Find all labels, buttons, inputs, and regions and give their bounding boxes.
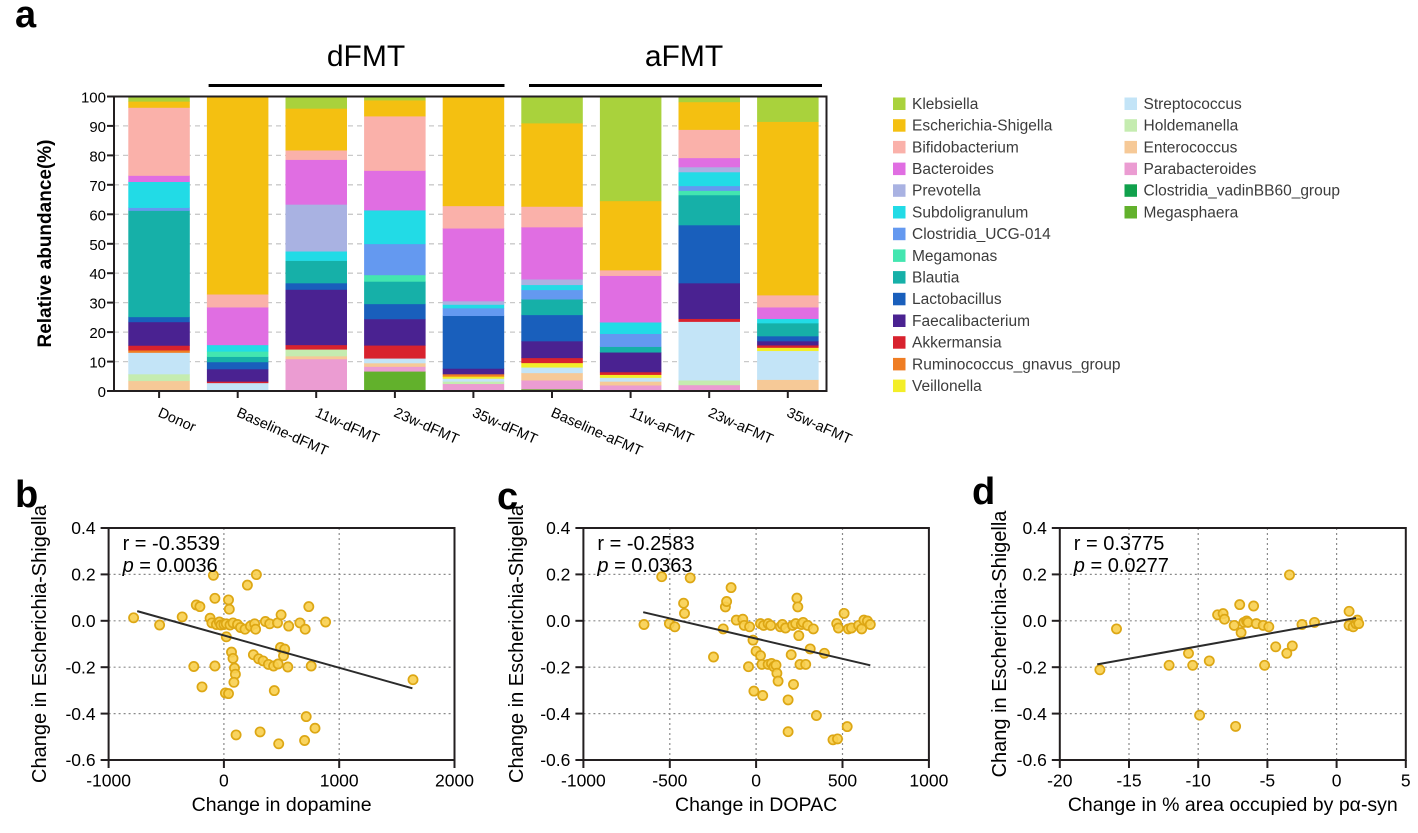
svg-text:p = 0.0277: p = 0.0277 xyxy=(1073,555,1169,577)
svg-text:Holdemanella: Holdemanella xyxy=(1144,118,1239,135)
svg-text:-0.2: -0.2 xyxy=(540,657,570,677)
svg-text:40: 40 xyxy=(89,266,106,283)
svg-text:Parabacteroides: Parabacteroides xyxy=(1144,161,1257,178)
svg-text:Change in % area occupied by p: Change in % area occupied by pα-syn xyxy=(1068,794,1398,816)
svg-text:Prevotella: Prevotella xyxy=(912,183,981,200)
svg-text:-500: -500 xyxy=(652,771,687,791)
svg-text:70: 70 xyxy=(89,178,106,195)
svg-text:p = 0.0363: p = 0.0363 xyxy=(596,555,692,577)
svg-text:r = -0.2583: r = -0.2583 xyxy=(597,533,694,555)
svg-text:-0.4: -0.4 xyxy=(1017,704,1047,724)
svg-text:r = -0.3539: r = -0.3539 xyxy=(123,533,220,555)
svg-text:Klebsiella: Klebsiella xyxy=(912,96,979,113)
svg-text:0.0: 0.0 xyxy=(546,611,571,631)
svg-text:aFMT: aFMT xyxy=(645,40,723,73)
svg-text:-20: -20 xyxy=(1047,771,1073,791)
svg-text:Megamonas: Megamonas xyxy=(912,248,998,265)
svg-text:20: 20 xyxy=(89,325,106,342)
svg-text:500: 500 xyxy=(828,771,857,791)
svg-text:b: b xyxy=(15,474,38,516)
svg-text:Veillonella: Veillonella xyxy=(912,378,982,395)
svg-text:-0.6: -0.6 xyxy=(540,750,570,770)
svg-text:Chang in Escherichia-Shigella: Chang in Escherichia-Shigella xyxy=(989,510,1011,778)
svg-text:Clostridia_vadinBB60_group: Clostridia_vadinBB60_group xyxy=(1144,183,1340,200)
svg-text:-0.2: -0.2 xyxy=(65,657,95,677)
svg-text:0: 0 xyxy=(219,771,229,791)
svg-text:-0.2: -0.2 xyxy=(1017,657,1047,677)
svg-text:90: 90 xyxy=(89,119,106,136)
svg-text:2000: 2000 xyxy=(435,771,474,791)
svg-text:Change in Escherichia-Shigella: Change in Escherichia-Shigella xyxy=(506,504,528,783)
svg-text:Akkermansia: Akkermansia xyxy=(912,335,1002,352)
svg-text:Escherichia-Shigella: Escherichia-Shigella xyxy=(912,118,1053,135)
svg-text:Faecalibacterium: Faecalibacterium xyxy=(912,313,1030,330)
svg-text:0.2: 0.2 xyxy=(71,565,95,585)
svg-text:0: 0 xyxy=(751,771,761,791)
svg-text:100: 100 xyxy=(81,90,106,107)
svg-text:0: 0 xyxy=(1332,771,1342,791)
svg-text:Relative abundance(%): Relative abundance(%) xyxy=(35,140,56,348)
svg-text:d: d xyxy=(972,471,995,513)
svg-text:5: 5 xyxy=(1401,771,1411,791)
svg-text:r = 0.3775: r = 0.3775 xyxy=(1074,533,1165,555)
svg-text:Megasphaera: Megasphaera xyxy=(1144,204,1239,221)
svg-text:0.4: 0.4 xyxy=(546,518,571,538)
svg-text:1000: 1000 xyxy=(909,771,948,791)
svg-text:Ruminococcus_gnavus_group: Ruminococcus_gnavus_group xyxy=(912,356,1121,373)
svg-text:50: 50 xyxy=(89,237,106,254)
svg-text:-0.4: -0.4 xyxy=(65,704,95,724)
svg-text:-0.6: -0.6 xyxy=(1017,750,1047,770)
svg-text:dFMT: dFMT xyxy=(327,40,405,73)
svg-text:10: 10 xyxy=(89,355,106,372)
svg-text:Streptococcus: Streptococcus xyxy=(1144,96,1242,113)
svg-text:0.4: 0.4 xyxy=(1022,518,1047,538)
svg-text:Change in Escherichia-Shigella: Change in Escherichia-Shigella xyxy=(29,504,51,783)
svg-text:-5: -5 xyxy=(1260,771,1276,791)
svg-text:0.2: 0.2 xyxy=(546,565,570,585)
svg-text:0.2: 0.2 xyxy=(1022,565,1046,585)
svg-text:0: 0 xyxy=(98,384,106,401)
svg-text:30: 30 xyxy=(89,296,106,313)
svg-text:-15: -15 xyxy=(1116,771,1141,791)
svg-text:-0.4: -0.4 xyxy=(540,704,570,724)
svg-text:60: 60 xyxy=(89,207,106,224)
svg-text:Subdoligranulum: Subdoligranulum xyxy=(912,204,1028,221)
svg-text:80: 80 xyxy=(89,148,106,165)
svg-text:-0.6: -0.6 xyxy=(65,750,95,770)
svg-text:Blautia: Blautia xyxy=(912,270,960,287)
svg-text:c: c xyxy=(497,476,518,518)
svg-text:Change in DOPAC: Change in DOPAC xyxy=(675,794,837,816)
svg-text:Bifidobacterium: Bifidobacterium xyxy=(912,139,1019,156)
svg-text:-1000: -1000 xyxy=(561,771,606,791)
svg-text:a: a xyxy=(15,0,37,36)
svg-text:Bacteroides: Bacteroides xyxy=(912,161,994,178)
svg-text:0.0: 0.0 xyxy=(71,611,96,631)
svg-text:0.0: 0.0 xyxy=(1022,611,1047,631)
svg-text:Clostridia_UCG-014: Clostridia_UCG-014 xyxy=(912,226,1051,243)
svg-text:-10: -10 xyxy=(1186,771,1212,791)
svg-text:Change in dopamine: Change in dopamine xyxy=(192,794,372,816)
svg-text:-1000: -1000 xyxy=(86,771,131,791)
svg-text:1000: 1000 xyxy=(320,771,359,791)
svg-text:0.4: 0.4 xyxy=(71,518,96,538)
svg-text:p = 0.0036: p = 0.0036 xyxy=(122,555,218,577)
svg-text:Enterococcus: Enterococcus xyxy=(1144,139,1238,156)
svg-text:Lactobacillus: Lactobacillus xyxy=(912,291,1002,308)
